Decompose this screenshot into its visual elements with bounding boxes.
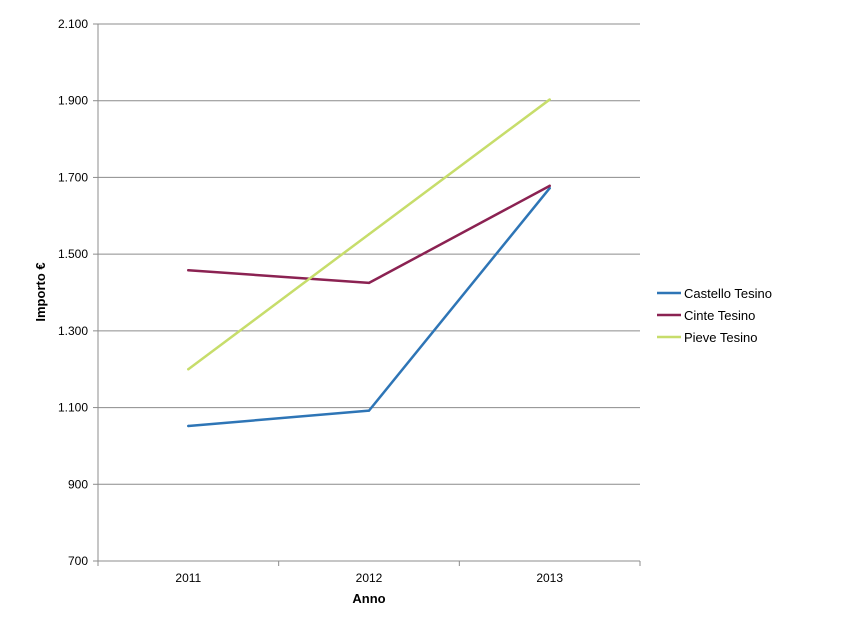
data-point — [548, 184, 551, 188]
x-axis-title: Anno — [352, 591, 385, 606]
x-tick-label: 2011 — [175, 571, 201, 585]
y-tick-labels: 700 900 1.100 1.300 1.500 1.700 1.900 2.100 — [58, 17, 88, 568]
data-point — [187, 368, 190, 371]
y-tick-label: 1.500 — [58, 247, 88, 261]
legend-label: Pieve Tesino — [684, 330, 757, 345]
data-point — [367, 409, 371, 412]
data-point — [367, 232, 371, 236]
y-axis-title: Importo € — [33, 262, 48, 321]
x-tick-label: 2012 — [356, 571, 383, 585]
y-tick-label: 1.700 — [58, 170, 88, 184]
y-tick-label: 900 — [68, 477, 88, 491]
y-tick-label: 1.100 — [58, 401, 88, 415]
x-tick-labels: 2011 2012 2013 — [175, 571, 563, 585]
y-tick-label: 2.100 — [58, 17, 88, 31]
y-tick-label: 700 — [68, 554, 88, 568]
y-tick-label: 1.300 — [58, 324, 88, 338]
series-lines — [187, 98, 551, 428]
series-line-1 — [187, 186, 551, 428]
data-point — [187, 424, 190, 428]
legend-label: Cinte Tesino — [684, 308, 755, 323]
legend: Castello Tesino Cinte Tesino Pieve Tesino — [657, 286, 772, 345]
data-point — [367, 281, 371, 285]
axes — [93, 23, 641, 566]
gridlines — [98, 23, 640, 485]
y-tick-label: 1.900 — [58, 94, 88, 108]
data-point — [187, 269, 190, 272]
legend-label: Castello Tesino — [684, 286, 772, 301]
x-tick-label: 2013 — [536, 571, 563, 585]
data-point — [548, 98, 551, 101]
